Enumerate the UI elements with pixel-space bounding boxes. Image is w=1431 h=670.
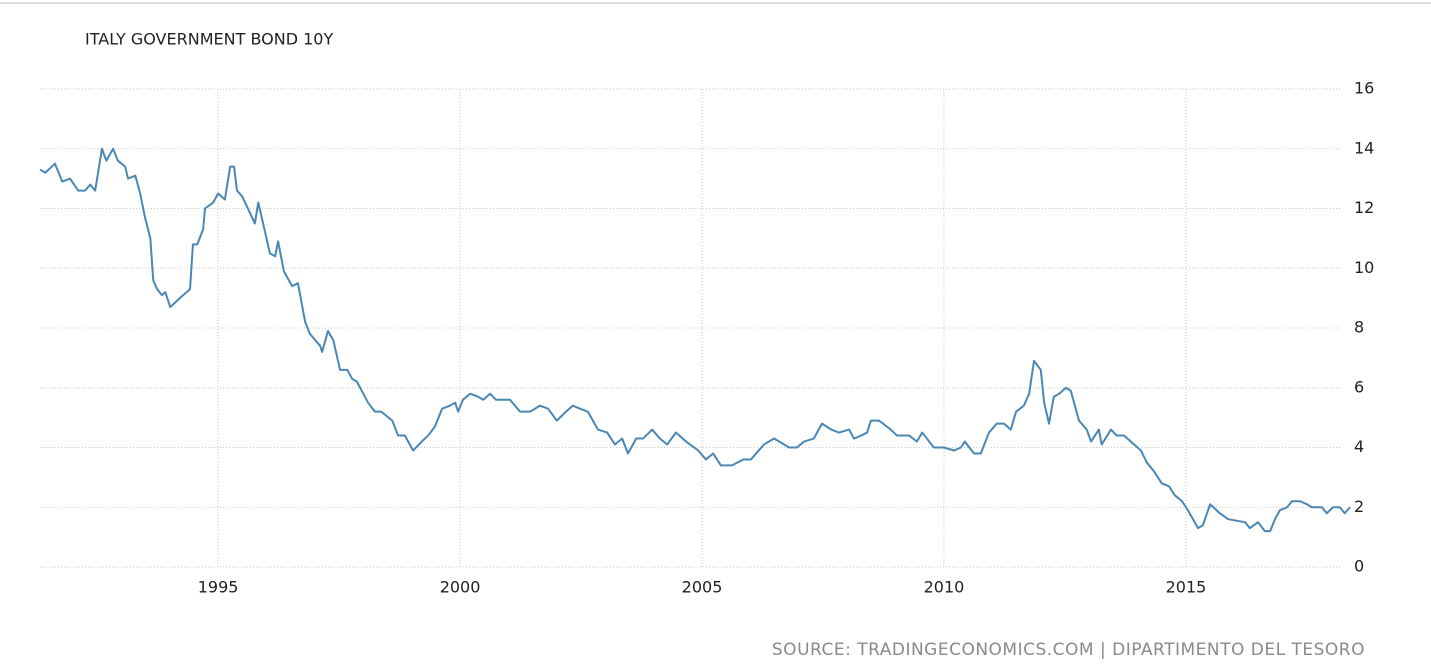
x-tick-label: 2000: [440, 578, 481, 597]
y-tick-label: 0: [1354, 557, 1364, 576]
x-tick-label: 2005: [682, 578, 723, 597]
y-tick-label: 14: [1354, 138, 1374, 157]
data-line: [39, 147, 1351, 533]
y-tick-label: 10: [1354, 258, 1374, 277]
y-tick-label: 12: [1354, 198, 1374, 217]
y-tick-label: 2: [1354, 497, 1364, 516]
x-tick-label: 2015: [1166, 578, 1207, 597]
x-tick-label: 1995: [198, 578, 239, 597]
y-tick-label: 16: [1354, 79, 1374, 98]
source-note: SOURCE: TRADINGECONOMICS.COM | DIPARTIME…: [772, 640, 1365, 660]
y-tick-label: 6: [1354, 377, 1364, 396]
chart-title: ITALY GOVERNMENT BOND 10Y: [85, 30, 333, 49]
y-tick-label: 8: [1354, 318, 1364, 337]
x-tick-label: 2010: [924, 578, 965, 597]
y-tick-label: 4: [1354, 437, 1364, 456]
